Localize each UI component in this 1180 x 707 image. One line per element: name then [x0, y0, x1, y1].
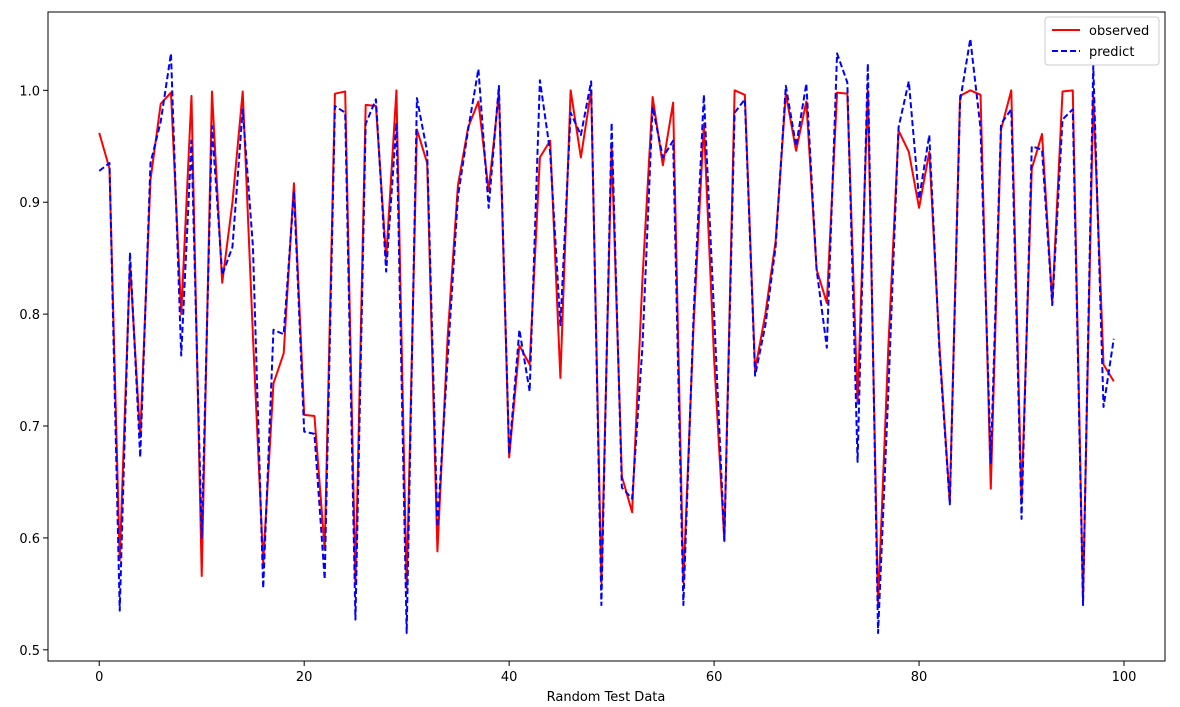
legend-observed-label: observed	[1089, 24, 1149, 39]
x-tick-label: 40	[501, 670, 518, 685]
y-axis: 0.5 0.6 0.7 0.8 0.9 1.0	[19, 84, 48, 659]
x-tick-label: 100	[1112, 670, 1137, 685]
legend-predict-label: predict	[1089, 45, 1134, 60]
plot-frame	[47, 11, 1166, 662]
x-tick-label: 20	[296, 670, 313, 685]
x-axis-label: Random Test Data	[547, 690, 666, 705]
y-tick-label: 0.7	[19, 420, 40, 435]
y-tick-label: 1.0	[19, 84, 40, 99]
y-tick-label: 0.9	[19, 196, 40, 211]
x-tick-label: 60	[706, 670, 723, 685]
legend: observed predict	[1044, 16, 1160, 66]
y-tick-label: 0.6	[19, 532, 40, 547]
x-tick-label: 80	[911, 670, 928, 685]
x-tick-label: 0	[95, 670, 103, 685]
y-tick-label: 0.8	[19, 308, 40, 323]
series-line-predict	[98, 37, 1115, 635]
y-tick-label: 0.5	[19, 644, 40, 659]
x-axis: 0 20 40 60 80 100	[95, 661, 1136, 685]
series-layer	[98, 37, 1115, 635]
